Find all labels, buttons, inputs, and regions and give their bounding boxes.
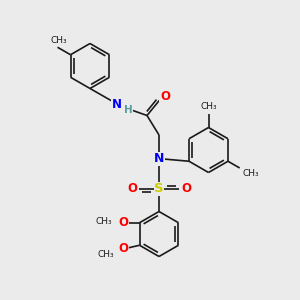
Text: CH₃: CH₃: [96, 217, 112, 226]
Text: O: O: [118, 216, 128, 229]
Text: O: O: [160, 89, 170, 103]
Text: H: H: [124, 105, 133, 115]
Text: CH₃: CH₃: [51, 36, 67, 45]
Text: CH₃: CH₃: [98, 250, 115, 259]
Text: S: S: [154, 182, 164, 196]
Text: O: O: [181, 182, 191, 196]
Text: N: N: [154, 152, 164, 166]
Text: O: O: [127, 182, 137, 196]
Text: CH₃: CH₃: [243, 169, 259, 178]
Text: CH₃: CH₃: [200, 102, 217, 111]
Text: O: O: [118, 242, 129, 255]
Text: N: N: [112, 98, 122, 112]
